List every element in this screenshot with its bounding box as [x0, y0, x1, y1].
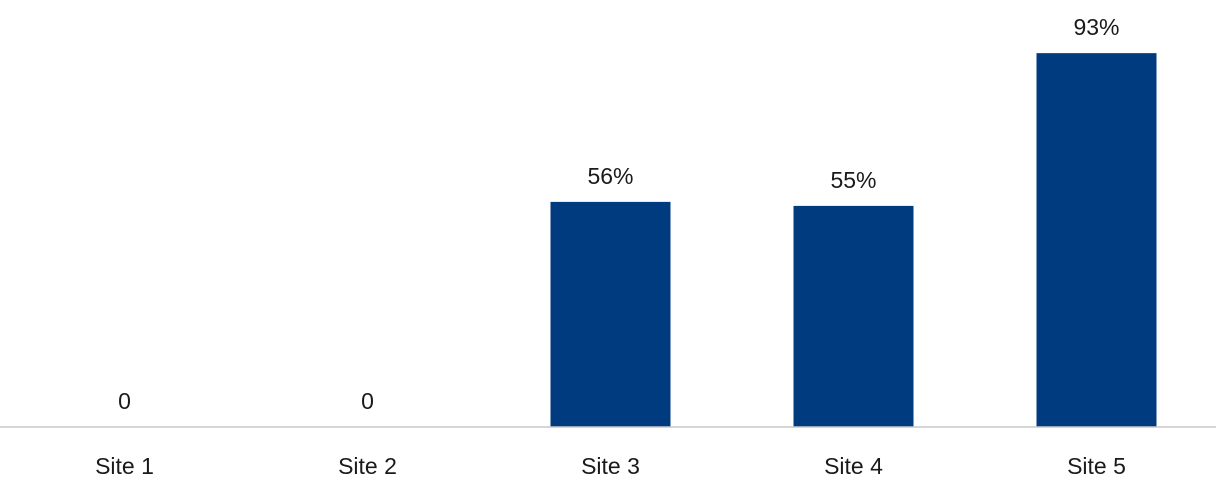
x-tick-label-2: Site 2: [338, 453, 397, 479]
x-tick-label-1: Site 1: [95, 453, 154, 479]
bar-3: [550, 201, 671, 427]
data-labels-group: 0 0 56% 55% 93%: [118, 14, 1119, 414]
x-tick-label-3: Site 3: [581, 453, 640, 479]
bars-group: [550, 53, 1157, 427]
data-label-5: 93%: [1073, 14, 1119, 40]
x-tick-label-4: Site 4: [824, 453, 883, 479]
data-label-3: 56%: [587, 163, 633, 189]
bar-5: [1036, 53, 1157, 427]
x-tick-label-5: Site 5: [1067, 453, 1126, 479]
bar-4: [793, 205, 914, 427]
data-label-1: 0: [118, 388, 131, 414]
data-label-4: 55%: [830, 167, 876, 193]
x-tick-labels-group: Site 1 Site 2 Site 3 Site 4 Site 5: [95, 453, 1126, 479]
data-label-2: 0: [361, 388, 374, 414]
